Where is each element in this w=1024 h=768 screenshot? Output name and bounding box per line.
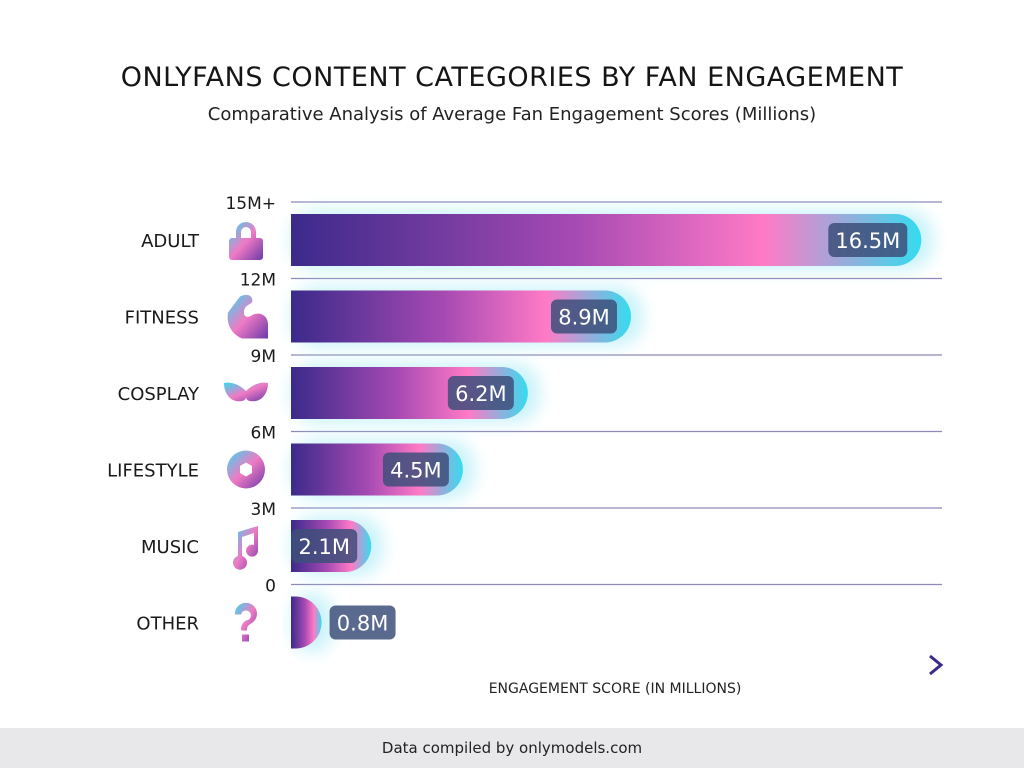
data-label: 0.8M bbox=[337, 612, 389, 636]
music-note-icon bbox=[233, 526, 259, 570]
mask-icon bbox=[224, 382, 268, 402]
data-label: 16.5M bbox=[835, 229, 900, 253]
category-label: MUSIC bbox=[141, 537, 199, 558]
data-label-box bbox=[447, 376, 514, 410]
bar-fitness bbox=[290, 290, 631, 343]
chart-title: ONLYFANS CONTENT CATEGORIES BY FAN ENGAG… bbox=[120, 62, 904, 93]
data-label: 6.2M bbox=[455, 382, 507, 406]
category-label: COSPLAY bbox=[118, 384, 200, 405]
bar-group: 4.5M bbox=[291, 439, 475, 500]
flexed-bicep-icon bbox=[227, 294, 268, 339]
tick-label: 3M bbox=[251, 500, 276, 520]
data-label-box bbox=[828, 223, 908, 257]
bar-group: 2.1M bbox=[291, 516, 384, 576]
x-axis-label: ENGAGEMENT SCORE (IN MILLIONS) bbox=[489, 681, 742, 697]
bar-group: 16.5M bbox=[291, 210, 934, 270]
category-label: LIFESTYLE bbox=[107, 461, 199, 482]
data-label: 8.9M bbox=[558, 306, 610, 330]
tick-label: 6M bbox=[251, 424, 276, 444]
x-axis-arrow-icon bbox=[929, 654, 944, 676]
chart-subtitle: Comparative Analysis of Average Fan Enga… bbox=[207, 104, 817, 125]
lock-icon bbox=[229, 222, 263, 260]
footer-credit: Data compiled by onlymodels.com bbox=[0, 728, 1024, 768]
tick-label: 9M bbox=[251, 347, 276, 367]
tick-label: 15M+ bbox=[225, 194, 276, 214]
bar-group: 0.8M bbox=[291, 592, 396, 653]
tick-label: 0 bbox=[265, 577, 276, 597]
bar-adult bbox=[291, 214, 922, 266]
bar-group: 6.2M bbox=[291, 363, 540, 423]
bar-other bbox=[291, 596, 322, 649]
question-mark-icon bbox=[234, 602, 257, 642]
data-label-box bbox=[550, 299, 617, 334]
data-label-box bbox=[329, 605, 396, 640]
camera-aperture-icon bbox=[227, 450, 265, 489]
data-label-box bbox=[382, 452, 449, 487]
data-label: 4.5M bbox=[390, 459, 442, 483]
tick-label: 12M bbox=[240, 271, 276, 291]
category-label: OTHER bbox=[136, 614, 199, 635]
bar-chart: 16.5M 8.9M 6.2M 4.5M 2.1M 0.8M 15M+ 12M 9M 6M 3M 0… bbox=[107, 183, 944, 697]
data-label-box bbox=[291, 529, 358, 563]
data-label: 2.1M bbox=[298, 535, 350, 559]
category-label: ADULT bbox=[141, 231, 200, 252]
bar-group: 8.9M bbox=[290, 286, 643, 347]
category-label: FITNESS bbox=[125, 308, 199, 329]
